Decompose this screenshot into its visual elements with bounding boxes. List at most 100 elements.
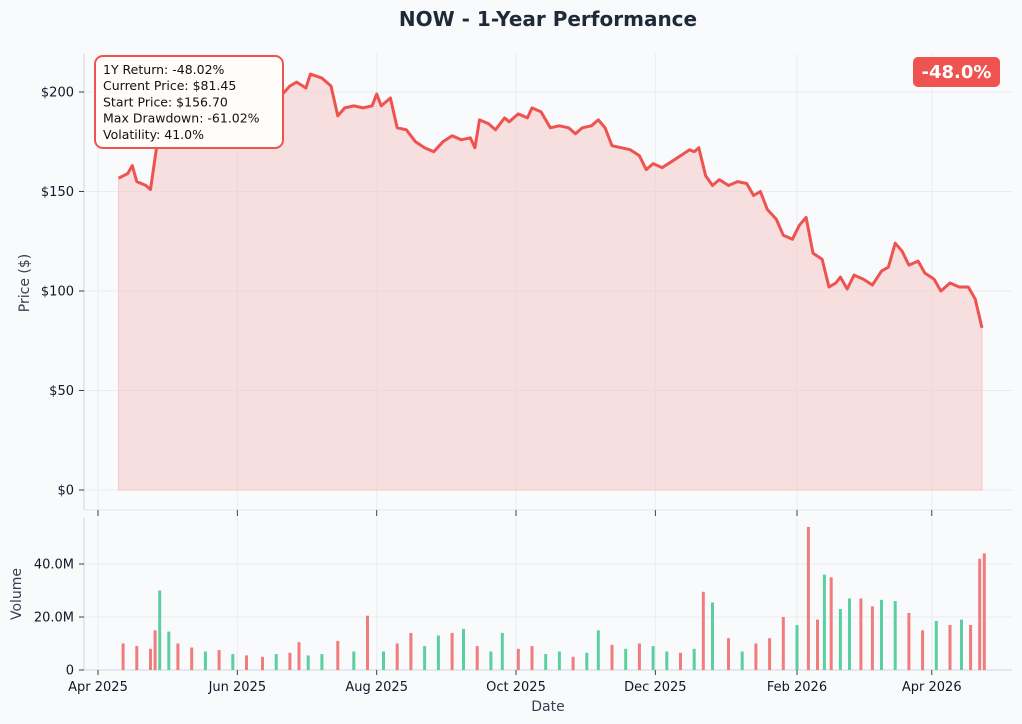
volume-bar — [692, 648, 696, 670]
volume-bar — [450, 632, 454, 670]
volume-bar — [754, 643, 758, 670]
volume-bar — [395, 643, 399, 670]
volume-bar — [624, 648, 628, 670]
volume-bar — [880, 599, 883, 670]
volume-bar — [571, 656, 575, 671]
x-tick-label: Jun 2025 — [208, 680, 267, 695]
volume-bars — [121, 526, 986, 671]
volume-bar — [231, 654, 235, 670]
price-y-ticks: $0 $50 $100 $150 $200 — [41, 86, 84, 499]
volume-bar — [153, 630, 157, 671]
volume-bar — [245, 655, 248, 670]
volume-bar — [167, 631, 171, 670]
volume-bar — [893, 601, 897, 670]
x-tick-label: Apr 2026 — [902, 680, 962, 695]
stats-box-frame — [94, 55, 284, 149]
price-y-axis-label: Price ($) — [17, 254, 33, 312]
volume-panel: 0 20.0M 40.0M Apr 2025 Jun 2025 Aug 2025 Oct … — [9, 518, 1012, 715]
volume-bar — [336, 640, 340, 670]
volume-tick-label: 40.0M — [34, 558, 74, 573]
x-tick-label: Oct 2025 — [486, 680, 546, 695]
volume-bar — [500, 632, 504, 670]
volume-bar — [978, 558, 982, 670]
volume-bar — [203, 651, 207, 670]
x-tick-label: Dec 2025 — [624, 680, 686, 695]
volume-bar — [948, 625, 952, 670]
price-tick-label: $100 — [41, 285, 74, 300]
volume-tick-label: 0 — [66, 664, 74, 679]
x-tick-label: Feb 2026 — [767, 680, 827, 695]
chart-title: NOW - 1-Year Performance — [399, 7, 697, 31]
volume-y-axis-label: Volume — [9, 568, 25, 620]
x-axis-label: Date — [531, 699, 564, 715]
volume-bar — [306, 655, 310, 670]
volume-bar — [274, 654, 278, 670]
volume-bar — [859, 598, 863, 670]
volume-bar — [288, 652, 292, 670]
volume-bar — [409, 632, 413, 670]
volume-bar — [665, 651, 669, 670]
volume-bar — [637, 643, 641, 670]
volume-bar — [848, 598, 851, 670]
stats-line: Current Price: $81.45 — [103, 78, 236, 93]
stats-line: Volatility: 41.0% — [103, 127, 204, 142]
volume-bar — [822, 574, 826, 670]
volume-bar — [921, 630, 925, 671]
volume-bar — [489, 651, 493, 670]
return-badge-bg — [913, 57, 1000, 87]
volume-y-ticks: 0 20.0M 40.0M — [34, 558, 84, 679]
volume-bar — [217, 650, 221, 670]
volume-bar — [462, 628, 465, 670]
volume-bar — [530, 646, 534, 670]
volume-bar — [651, 646, 655, 670]
volume-bar — [423, 646, 427, 670]
volume-bar — [261, 656, 264, 671]
volume-bar — [557, 651, 561, 670]
price-x-ticks — [97, 510, 933, 516]
volume-bar — [701, 591, 705, 670]
x-tick-label: Aug 2025 — [345, 680, 408, 695]
volume-bar — [544, 654, 548, 670]
volume-bar — [870, 606, 874, 670]
volume-bar — [135, 646, 139, 670]
volume-bar — [149, 648, 152, 670]
price-panel: $0 $50 $100 $150 $200 Price ($) 1Y Return: -… — [17, 54, 1012, 516]
volume-bar — [934, 621, 938, 670]
volume-bar — [516, 648, 520, 670]
volume-bar — [816, 619, 819, 670]
volume-bar — [475, 646, 479, 670]
stats-line: Start Price: $156.70 — [103, 94, 228, 109]
price-tick-label: $0 — [57, 484, 74, 499]
volume-bar — [982, 553, 986, 670]
volume-bar — [740, 651, 744, 670]
volume-bar — [158, 590, 162, 670]
x-tick-label: Apr 2025 — [68, 680, 128, 695]
price-tick-label: $50 — [49, 384, 74, 399]
volume-bar — [838, 609, 842, 670]
volume-bar — [711, 602, 714, 670]
volume-bar — [596, 630, 600, 671]
stats-box: 1Y Return: -48.02%Current Price: $81.45S… — [94, 55, 284, 149]
price-tick-label: $150 — [41, 185, 74, 200]
volume-bar — [806, 526, 810, 670]
volume-bar — [366, 615, 369, 670]
volume-bar — [960, 619, 963, 670]
volume-bar — [352, 651, 356, 670]
volume-bar — [679, 652, 682, 670]
volume-bar — [907, 613, 911, 670]
volume-x-ticks: Apr 2025 Jun 2025 Aug 2025 Oct 2025 Dec 2025… — [68, 670, 962, 695]
volume-bar — [969, 625, 973, 670]
volume-bar — [297, 642, 301, 670]
stats-lines: 1Y Return: -48.02%Current Price: $81.45S… — [103, 62, 260, 142]
volume-bar — [768, 638, 772, 670]
volume-bar — [585, 652, 589, 670]
return-badge: -48.0% — [913, 57, 1000, 87]
volume-bar — [436, 635, 440, 670]
volume-bar — [795, 625, 799, 670]
volume-bar — [727, 638, 730, 670]
volume-tick-label: 20.0M — [34, 611, 74, 626]
volume-bar — [382, 651, 385, 670]
volume-bar — [190, 647, 194, 670]
volume-bar — [781, 617, 785, 670]
